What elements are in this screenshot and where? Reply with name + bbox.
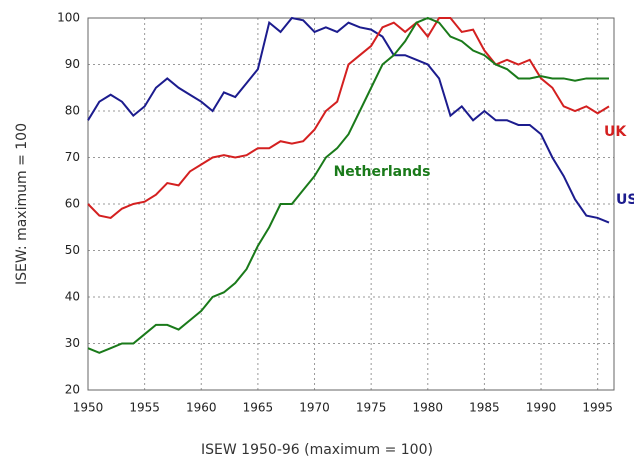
series-line <box>87 16 610 224</box>
x-tick-label: 1965 <box>243 401 274 415</box>
x-tick-label: 1985 <box>469 401 500 415</box>
x-tick-label: 1980 <box>413 401 444 415</box>
y-tick-label: 40 <box>65 290 80 304</box>
x-tick-label: 1970 <box>299 401 330 415</box>
series-label: USA <box>616 192 634 208</box>
series-label: UK <box>604 124 627 140</box>
x-tick-label: 1960 <box>186 401 217 415</box>
x-tick-label: 1975 <box>356 401 387 415</box>
y-tick-label: 60 <box>65 197 80 211</box>
y-tick-label: 100 <box>57 11 80 25</box>
y-tick-label: 20 <box>65 383 80 397</box>
plot-frame <box>87 17 615 391</box>
x-tick-label: 1995 <box>582 401 613 415</box>
x-tick-label: 1955 <box>129 401 160 415</box>
x-axis-label: ISEW 1950-96 (maximum = 100) <box>201 442 433 458</box>
x-tick-label: 1990 <box>526 401 557 415</box>
series-line <box>87 17 610 220</box>
y-tick-label: 70 <box>65 150 80 164</box>
y-tick-label: 80 <box>65 104 80 118</box>
y-tick-label: 30 <box>65 336 80 350</box>
y-tick-label: 90 <box>65 57 80 71</box>
y-tick-label: 50 <box>65 243 80 257</box>
series-line <box>87 16 609 354</box>
series-label: Netherlands <box>334 164 431 180</box>
y-axis-label: ISEW: maximum = 100 <box>14 123 30 285</box>
x-tick-label: 1950 <box>73 401 104 415</box>
